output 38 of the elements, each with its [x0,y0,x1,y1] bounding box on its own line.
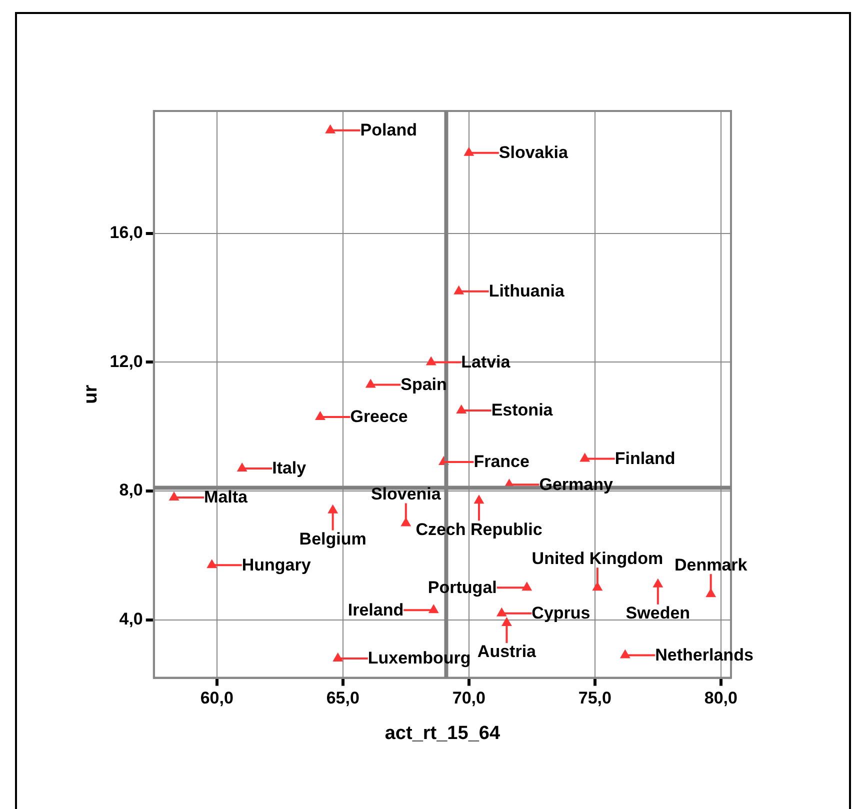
annotation: Finland [614,448,676,468]
y-tick-label: 16,0 [110,223,143,242]
annotation: Czech Republic [416,520,542,539]
annotation: Ireland [348,600,404,620]
annotation: Portugal [428,578,497,597]
x-tick-label: 65,0 [326,688,360,708]
annotation: Germany [539,474,614,494]
annotation: Hungary [242,555,312,574]
annotation: Malta [204,488,248,507]
annotation: Cyprus [532,604,590,623]
annotation: Italy [272,458,307,478]
y-tick-label: 12,0 [110,352,143,371]
y-tick-label: 8,0 [119,480,143,500]
annotation: Latvia [461,352,511,372]
annotation: Lithuania [488,282,565,301]
x-tick-label: 60,0 [200,688,234,708]
annotation: Estonia [491,400,554,420]
annotation: Luxembourg [368,648,471,668]
x-tick-label: 70,0 [452,688,486,708]
y-tick-label: 4,0 [119,610,143,629]
annotation: Poland [360,120,417,140]
x-tick-label: 75,0 [578,688,612,708]
annotation: Denmark [674,555,748,574]
point [325,124,336,134]
annotation: Sweden [626,604,690,623]
y-axis-title: ur [80,384,102,404]
annotation: Slovenia [370,484,442,504]
annotation: Netherlands [655,645,754,664]
annotation: Austria [477,642,537,662]
annotation: Greece [350,407,408,426]
annotation: Belgium [299,530,366,549]
x-tick-label: 80,0 [704,688,738,708]
x-axis-title: act_rt_15_64 [384,722,500,744]
annotation: United Kingdom [532,548,664,568]
annotation: Spain [400,374,447,394]
annotation: France [474,452,530,472]
annotation: Slovakia [498,143,568,162]
point [328,504,338,514]
